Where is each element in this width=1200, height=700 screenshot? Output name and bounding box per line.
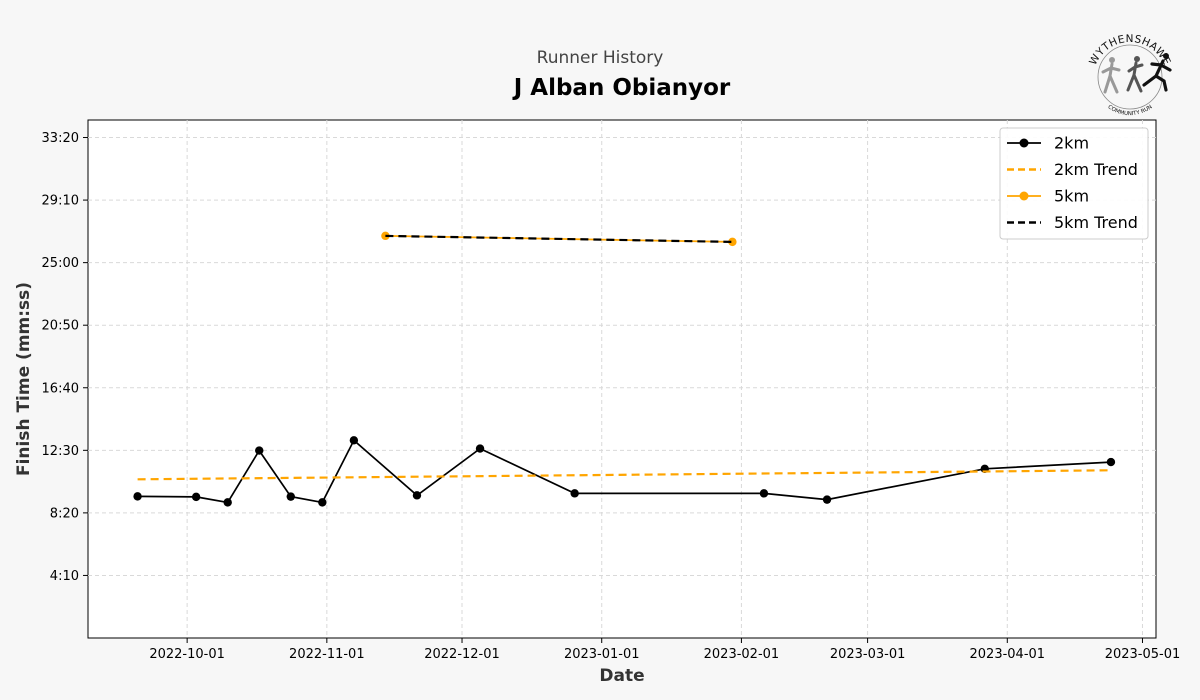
legend-marker-2km: [1019, 138, 1029, 148]
y-tick-label: 16:40: [42, 381, 79, 396]
x-tick-label: 2022-11-01: [289, 647, 365, 662]
data-point-2km: [223, 498, 232, 507]
data-point-2km: [1106, 457, 1116, 467]
legend-label-2km-trend: 2km Trend: [1054, 160, 1138, 179]
logo-bottom-text: COMMUNITY RUN: [1107, 104, 1154, 117]
runner-grey-icon: [1101, 57, 1121, 94]
runner-dark-icon: [1126, 56, 1144, 93]
series-line-2km: [137, 438, 1111, 504]
x-tick-label: 2022-12-01: [424, 647, 500, 662]
series-line-5km-trend: [385, 234, 733, 243]
data-point-5km: [728, 237, 737, 247]
data-point-2km: [191, 492, 201, 502]
data-point-2km: [133, 492, 142, 501]
legend-marker-5km: [1019, 191, 1029, 201]
runner-black-icon: [1142, 53, 1172, 92]
data-point-2km: [286, 492, 295, 501]
y-tick-label: 8:20: [50, 506, 79, 521]
legend: 2km 2km Trend 5km 5km Trend: [999, 127, 1149, 240]
legend-box: [999, 127, 1149, 240]
series-line-2km-trend: [137, 469, 1111, 481]
y-tick-label: 4:10: [50, 569, 79, 584]
legend-label-5km: 5km: [1054, 187, 1089, 206]
x-tick-label: 2023-03-01: [830, 647, 906, 662]
wythenshawe-logo: WYTHENSHAWE COMMUNITY RUN: [1087, 33, 1173, 117]
data-series: [133, 231, 1116, 507]
x-tick-label: 2023-04-01: [970, 647, 1046, 662]
data-point-2km: [570, 489, 579, 498]
data-point-2km: [475, 444, 485, 453]
y-axis-label: Finish Time (mm:ss): [14, 282, 34, 476]
x-axis-label: Date: [599, 666, 644, 686]
logo-top-text: WYTHENSHAWE: [1087, 33, 1173, 67]
data-point-2km: [349, 436, 359, 445]
y-tick-label: 33:20: [42, 131, 79, 146]
y-axis-ticks: 4:10 8:20 12:30 16:40 20:50 25:00 29:10 33:20: [42, 131, 88, 584]
data-point-2km: [255, 446, 264, 455]
x-tick-label: 2023-02-01: [704, 647, 780, 662]
plot-area: [87, 119, 1157, 639]
x-tick-label: 2023-05-01: [1105, 647, 1181, 662]
legend-label-5km-trend: 5km Trend: [1054, 213, 1138, 232]
x-tick-label: 2023-01-01: [564, 647, 640, 662]
y-tick-label: 20:50: [42, 319, 79, 334]
x-axis-ticks: 2022-10-01 2022-11-01 2022-12-01 2023-01-01…: [149, 638, 1180, 662]
legend-label-2km: 2km: [1054, 134, 1089, 153]
x-tick-label: 2022-10-01: [149, 647, 225, 662]
y-tick-label: 25:00: [42, 256, 79, 271]
data-point-2km: [318, 498, 327, 507]
data-point-2km: [822, 495, 832, 504]
chart-subtitle: Runner History: [537, 48, 664, 68]
data-point-2km: [759, 489, 769, 498]
y-tick-label: 29:10: [42, 194, 79, 209]
y-tick-label: 12:30: [42, 444, 79, 459]
data-point-2km: [412, 491, 422, 500]
chart-title: J Alban Obianyor: [512, 75, 731, 101]
